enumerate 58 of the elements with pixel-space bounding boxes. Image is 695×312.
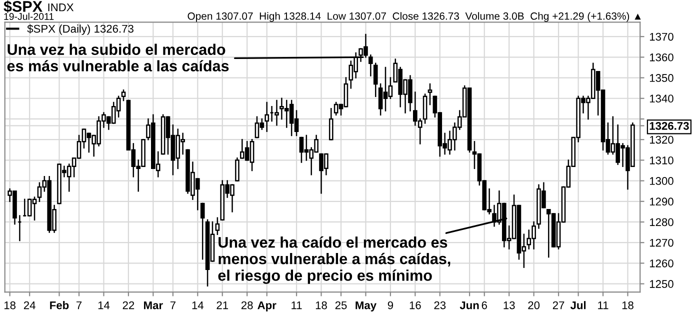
x-tick-label: 14 bbox=[98, 301, 110, 310]
y-tick-label: 1320 bbox=[650, 136, 674, 144]
x-tick-label: 20 bbox=[528, 301, 540, 310]
x-tick-label: Jul bbox=[570, 301, 586, 310]
candlestick bbox=[368, 54, 373, 76]
y-tick-label: 1310 bbox=[650, 156, 674, 164]
y-tick-label: 1300 bbox=[650, 177, 674, 185]
candlestick bbox=[373, 62, 378, 97]
candlestick bbox=[264, 102, 270, 132]
x-tick-label: 24 bbox=[24, 301, 36, 310]
x-tick-label: 23 bbox=[434, 301, 446, 310]
candlestick bbox=[274, 100, 279, 126]
text: Open 1307.07 High 1328.14 Low 1307.07 Close 1326.73 Volume 3.0B Chg +21.29 (+1.63%) ▲ bbox=[188, 12, 641, 22]
x-tick-label: 13 bbox=[504, 301, 515, 310]
candlestick bbox=[235, 157, 240, 182]
y-tick-label: 1370 bbox=[650, 32, 674, 41]
x-tick-label: 7 bbox=[170, 301, 176, 310]
x-tick-label: 22 bbox=[122, 301, 134, 310]
chart-title: $SPX bbox=[4, 0, 42, 13]
text: INDX bbox=[48, 4, 74, 12]
x-tick-label: May bbox=[356, 301, 376, 312]
candlestick bbox=[215, 217, 220, 235]
x-tick-label: Jun bbox=[460, 301, 479, 310]
x-tick-label: 11 bbox=[292, 301, 302, 310]
x-tick-label: 6 bbox=[482, 301, 487, 310]
chart-subtitle: 19-Jul-2011 bbox=[4, 12, 54, 20]
y-tick-label: 1290 bbox=[650, 198, 674, 206]
y-tick-label: 1350 bbox=[650, 74, 674, 82]
x-tick-label: 18 bbox=[622, 301, 634, 310]
x-tick-label: 9 bbox=[388, 301, 394, 310]
x-tick-label: Feb bbox=[50, 301, 69, 310]
legend-label: $SPX (Daily) 1326.73 bbox=[27, 24, 134, 35]
y-tick-label: 1326.73 bbox=[650, 122, 689, 130]
annotation: Una vez ha subido el mercado es más vulnerable a las caídas bbox=[7, 44, 229, 72]
x-tick-label: 14 bbox=[192, 301, 204, 310]
y-tick-label: 1280 bbox=[650, 218, 674, 226]
x-tick-label: 11 bbox=[598, 301, 608, 310]
candlestick bbox=[328, 108, 334, 140]
candlestick bbox=[200, 202, 205, 260]
x-tick-label: 25 bbox=[335, 301, 347, 310]
y-tick-label: 1360 bbox=[650, 53, 674, 62]
y-tick-label: 1270 bbox=[650, 238, 674, 247]
x-tick-label: 28 bbox=[241, 301, 253, 310]
x-tick-label: Mar bbox=[144, 301, 163, 310]
candlestick bbox=[422, 94, 428, 124]
candlestick bbox=[428, 83, 432, 106]
candlestick bbox=[121, 90, 126, 102]
x-tick-label: 21 bbox=[216, 301, 228, 310]
x-tick-label: 7 bbox=[76, 301, 82, 310]
annotation: Una vez ha caído el mercado es menos vulnerable a más caídas, el riesgo de precio es mínimo bbox=[218, 236, 450, 284]
x-tick-label: 18 bbox=[316, 301, 327, 310]
x-tick-label: 16 bbox=[410, 301, 421, 310]
x-tick-label: 18 bbox=[4, 301, 16, 310]
y-tick-label: 1260 bbox=[650, 259, 674, 268]
y-tick-label: 1340 bbox=[650, 94, 674, 103]
x-tick-label: Apr bbox=[258, 301, 276, 312]
y-tick-label: 1250 bbox=[650, 280, 674, 288]
x-tick-label: 27 bbox=[552, 301, 564, 310]
